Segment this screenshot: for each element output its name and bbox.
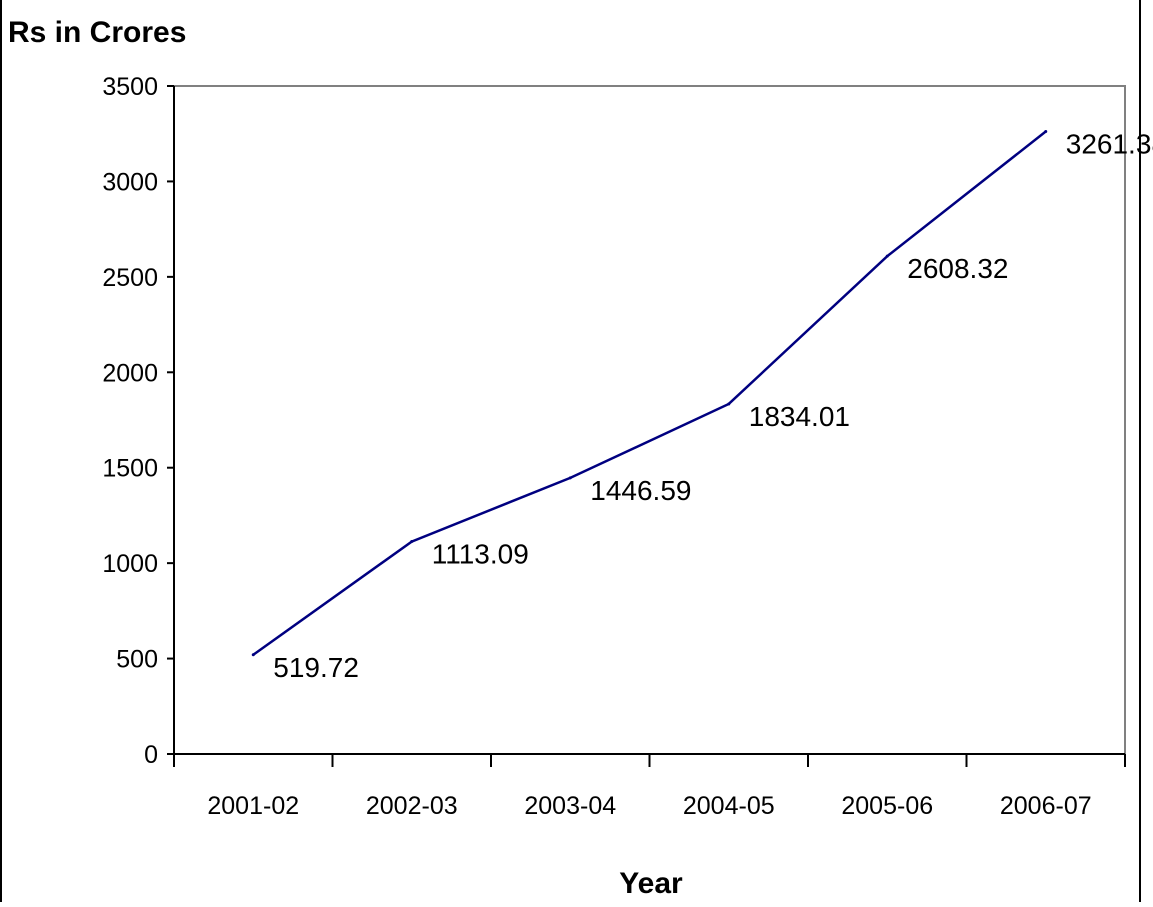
- y-tick-label: 1000: [102, 550, 158, 578]
- data-point: [885, 254, 889, 258]
- data-label: 1834.01: [749, 401, 850, 432]
- y-tick-label: 0: [144, 741, 158, 769]
- y-tick-label: 500: [116, 646, 158, 674]
- x-tick-label: 2004-05: [683, 792, 775, 820]
- data-point: [727, 402, 731, 406]
- x-tick-label: 2002-03: [366, 792, 458, 820]
- plot-area: 0 500 1000 1500 2000 2500 3000 3500 2001-02 2002-…: [102, 73, 1153, 820]
- y-tick-label: 2000: [102, 359, 158, 387]
- data-label: 1446.59: [590, 475, 691, 506]
- data-label: 3261.38: [1066, 129, 1153, 160]
- y-tick-label: 3000: [102, 168, 158, 196]
- data-point: [251, 653, 255, 657]
- x-axis-title: Year: [619, 867, 683, 900]
- data-point: [410, 540, 414, 544]
- x-tick-label: 2003-04: [524, 792, 616, 820]
- data-label: 2608.32: [907, 253, 1008, 284]
- data-label: 519.72: [273, 652, 359, 683]
- y-tick-label: 1500: [102, 455, 158, 483]
- y-axis-title: Rs in Crores: [8, 16, 186, 49]
- series-line: [252, 130, 1047, 656]
- y-tick-label: 2500: [102, 264, 158, 292]
- data-point: [568, 476, 572, 480]
- x-tick-label: 2005-06: [841, 792, 933, 820]
- data-point: [1044, 130, 1048, 134]
- x-tick-label: 2001-02: [207, 792, 299, 820]
- y-tick-label: 3500: [102, 73, 158, 101]
- data-label: 1113.09: [432, 539, 529, 570]
- x-tick-label: 2006-07: [1000, 792, 1092, 820]
